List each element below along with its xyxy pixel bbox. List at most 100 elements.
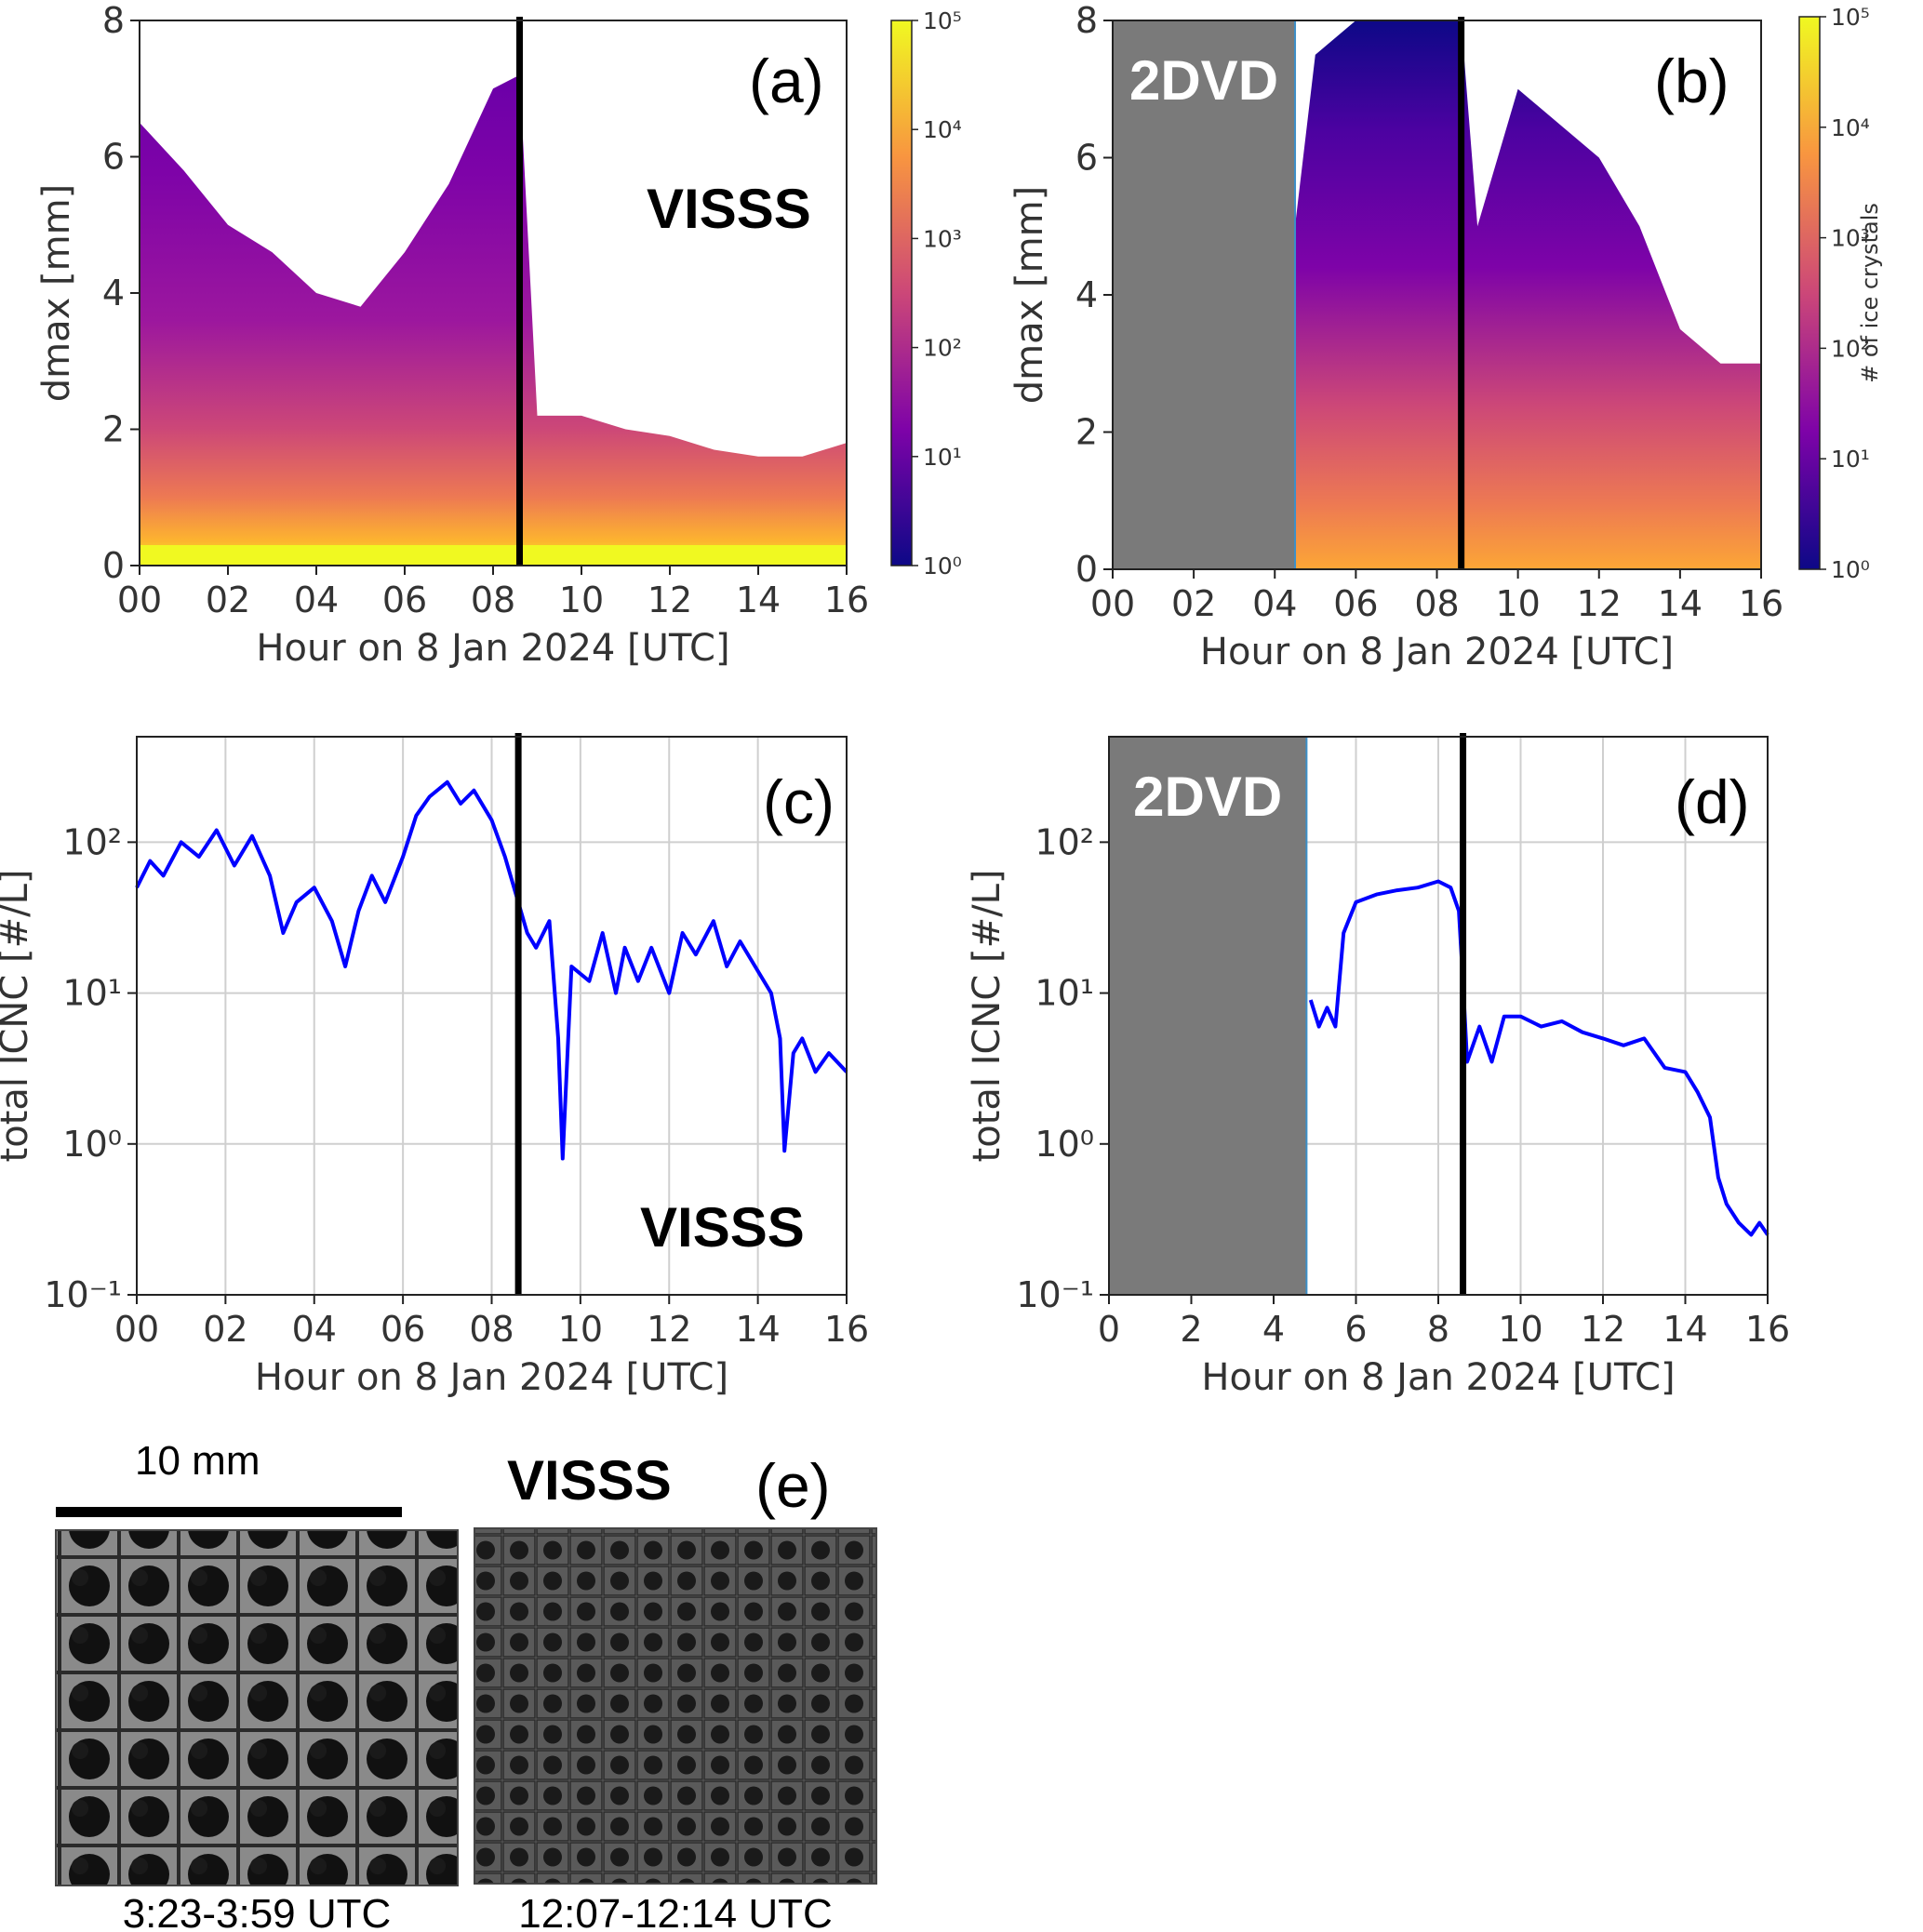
- y-tick-label: 10¹: [62, 973, 122, 1014]
- colorbar-tick-label: 10¹: [923, 444, 962, 471]
- y-tick-label: 10²: [62, 821, 122, 862]
- y-tick-label: 8: [1075, 0, 1098, 41]
- x-axis-label: Hour on 8 Jan 2024 [UTC]: [256, 627, 729, 670]
- colorbar-tick-label: 10⁰: [923, 553, 962, 580]
- colorbar-tick-label: 10⁴: [923, 116, 962, 143]
- x-tick-label: 00: [1090, 583, 1135, 624]
- panel-label: (a): [749, 47, 824, 115]
- x-tick-label: 00: [117, 580, 162, 620]
- x-tick-label: 16: [1739, 583, 1783, 624]
- x-axis-label: Hour on 8 Jan 2024 [UTC]: [1201, 1356, 1675, 1399]
- no-data-box: [1108, 736, 1308, 1296]
- scale-bar-label: 10 mm: [135, 1438, 260, 1484]
- crystal-caption-early: 3:23-3:59 UTC: [123, 1891, 392, 1932]
- x-tick-label: 12: [648, 580, 692, 620]
- scale-bar: [56, 1507, 402, 1517]
- panel-c: 00 02 04 06 08 10 12 14 16 10⁻¹ 10⁰ 10¹ 10² Hour on 8…: [0, 733, 869, 1399]
- y-tick-label: 10¹: [1035, 973, 1094, 1014]
- x-tick-label: 16: [824, 1309, 869, 1350]
- colorbar-tick-label: 10³: [1831, 225, 1870, 252]
- x-axis-label: Hour on 8 Jan 2024 [UTC]: [1200, 631, 1674, 673]
- y-tick-label: 10⁰: [1035, 1124, 1094, 1165]
- icnc-series-line: [135, 779, 848, 1161]
- colorbar: [1798, 16, 1821, 570]
- y-tick-label: 4: [102, 273, 125, 313]
- colorbar-tick-label: 10¹: [1831, 446, 1870, 473]
- colorbar-tick-label: 10³: [923, 225, 962, 252]
- x-tick-label: 00: [114, 1309, 159, 1350]
- x-tick-label: 14: [1663, 1309, 1707, 1350]
- x-tick-label: 12: [1581, 1309, 1625, 1350]
- x-tick-label: 04: [292, 1309, 337, 1350]
- x-axis-label: Hour on 8 Jan 2024 [UTC]: [255, 1356, 728, 1399]
- x-tick-label: 10: [558, 1309, 603, 1350]
- y-tick-label: 6: [102, 137, 125, 178]
- y-tick-label: 2: [102, 409, 125, 450]
- y-tick-label: 2: [1075, 412, 1098, 453]
- y-tick-label: 6: [1075, 138, 1098, 179]
- x-tick-label: 04: [1252, 583, 1297, 624]
- no-data-label: 2DVD: [1133, 766, 1282, 828]
- x-tick-label: 12: [1577, 583, 1622, 624]
- x-tick-label: 02: [203, 1309, 247, 1350]
- y-axis-label: dmax [mm]: [35, 184, 78, 402]
- colorbar: [890, 20, 913, 566]
- x-tick-label: 08: [471, 580, 515, 620]
- x-tick-label: 14: [735, 1309, 780, 1350]
- colorbar-tick-label: 10⁴: [1831, 114, 1870, 141]
- colorbar-tick-label: 10²: [923, 335, 962, 362]
- colorbar-tick-label: 10⁰: [1831, 556, 1870, 583]
- instrument-label: VISSS: [640, 1196, 805, 1259]
- colorbar-tick-label: 10⁵: [1831, 4, 1870, 31]
- x-tick-label: 16: [1745, 1309, 1790, 1350]
- x-tick-label: 08: [469, 1309, 514, 1350]
- panel-label: (c): [763, 767, 835, 836]
- x-tick-label: 0: [1098, 1309, 1120, 1350]
- x-tick-label: 06: [382, 580, 427, 620]
- instrument-label: VISSS: [647, 178, 811, 240]
- crystal-caption-late: 12:07-12:14 UTC: [518, 1891, 833, 1932]
- crystal-image-early: [55, 1529, 459, 1886]
- colorbar-tick-label: 10²: [1831, 335, 1870, 362]
- heatmap-density: [140, 74, 847, 566]
- panel-label: (b): [1654, 47, 1729, 115]
- x-tick-label: 02: [206, 580, 250, 620]
- y-tick-label: 10²: [1035, 821, 1094, 862]
- panel-e-instrument: VISSS: [507, 1449, 672, 1512]
- x-tick-label: 14: [736, 580, 781, 620]
- x-tick-label: 06: [1333, 583, 1378, 624]
- colorbar-label: # of ice crystals: [1857, 203, 1883, 383]
- x-tick-label: 16: [824, 580, 869, 620]
- x-tick-label: 10: [559, 580, 604, 620]
- heatmap-yellow-band: [140, 545, 847, 566]
- y-tick-label: 10⁻¹: [44, 1274, 122, 1315]
- x-tick-label: 14: [1658, 583, 1703, 624]
- x-tick-label: 08: [1414, 583, 1459, 624]
- no-data-label: 2DVD: [1129, 49, 1278, 112]
- colorbar-tick-label: 10⁵: [923, 7, 962, 34]
- panel-d: 2DVD 0 2 4 6 8 10 12 14 16 10⁻¹ 10⁰ 10¹ 10² Hour on 8 …: [966, 733, 1790, 1399]
- panel-e-label: (e): [755, 1451, 831, 1520]
- y-axis-label: dmax [mm]: [1008, 186, 1051, 404]
- x-tick-label: 8: [1427, 1309, 1449, 1350]
- icnc-series-line: [1308, 879, 1769, 1237]
- y-tick-label: 4: [1075, 274, 1098, 315]
- x-tick-label: 06: [381, 1309, 425, 1350]
- y-tick-label: 10⁻¹: [1016, 1274, 1094, 1315]
- y-tick-label: 0: [1075, 549, 1098, 590]
- y-axis-label: total ICNC [#/L]: [966, 870, 1008, 1163]
- heatmap-density: [1295, 20, 1761, 569]
- crystal-image-late: [474, 1527, 877, 1885]
- panel-label: (d): [1675, 767, 1750, 836]
- x-tick-label: 10: [1495, 583, 1540, 624]
- y-tick-label: 0: [102, 545, 125, 586]
- x-tick-label: 4: [1262, 1309, 1285, 1350]
- y-tick-label: 8: [102, 0, 125, 41]
- x-tick-label: 2: [1180, 1309, 1202, 1350]
- x-tick-label: 10: [1498, 1309, 1542, 1350]
- x-tick-label: 12: [647, 1309, 691, 1350]
- y-axis-label: total ICNC [#/L]: [0, 870, 36, 1163]
